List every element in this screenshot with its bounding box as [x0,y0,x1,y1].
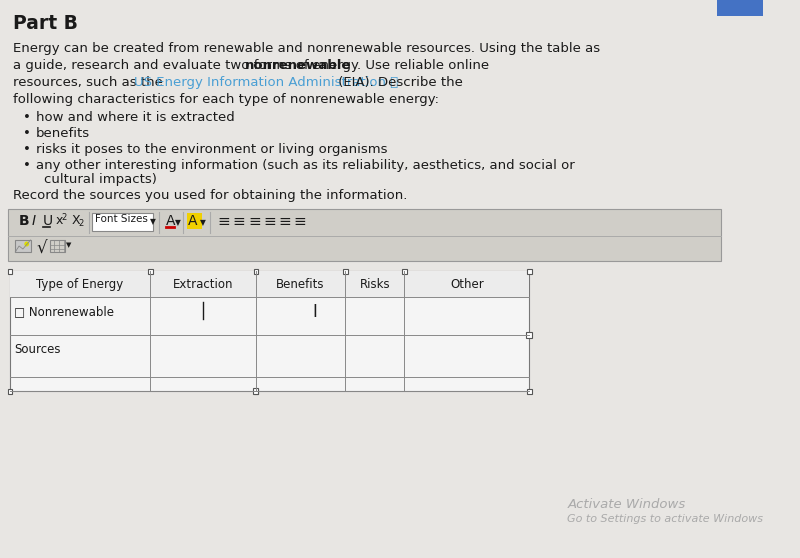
Bar [717,0,763,16]
Text: risks it poses to the environment or living organisms: risks it poses to the environment or liv… [36,143,388,156]
Text: □ Nonrenewable: □ Nonrenewable [14,305,114,318]
Bar [15,240,30,252]
Text: Part B: Part B [14,14,78,33]
Text: •: • [23,143,30,156]
Text: following characteristics for each type of nonrenewable energy:: following characteristics for each type … [14,93,439,106]
Text: Font Sizes: Font Sizes [95,214,148,224]
Text: ≡: ≡ [278,214,291,229]
Bar [148,269,153,274]
Text: Go to Settings to activate Windows: Go to Settings to activate Windows [567,514,763,524]
Bar [93,213,153,231]
Circle shape [24,242,29,247]
Text: how and where it is extracted: how and where it is extracted [36,111,235,124]
Text: Record the sources you used for obtaining the information.: Record the sources you used for obtainin… [14,189,408,202]
Bar [343,269,348,274]
Text: •: • [23,111,30,124]
Text: ≡: ≡ [218,214,230,229]
Text: ≡: ≡ [263,214,276,229]
Text: ▼: ▼ [174,218,180,227]
Bar [527,269,532,274]
Bar [253,388,258,394]
Text: (EIA). Describe the: (EIA). Describe the [334,76,463,89]
Text: Type of Energy: Type of Energy [36,278,123,291]
Bar [50,240,65,252]
Text: U: U [43,214,53,228]
Text: ▼: ▼ [150,217,155,226]
Text: Energy can be created from renewable and nonrenewable resources. Using the table: Energy can be created from renewable and… [14,42,601,55]
Text: benefits: benefits [36,127,90,140]
Bar [8,209,721,261]
Text: US Energy Information Administration ⧉: US Energy Information Administration ⧉ [134,76,398,89]
Bar [254,269,258,274]
Text: 2: 2 [61,213,66,222]
Text: energy. Use reliable online: energy. Use reliable online [308,59,490,72]
Text: X: X [71,214,80,227]
Text: Other: Other [450,278,484,291]
Text: Sources: Sources [14,343,61,356]
Bar [187,213,202,229]
Bar [527,389,532,394]
Text: Benefits: Benefits [276,278,325,291]
Bar [526,332,532,338]
Text: A: A [166,214,175,228]
Text: √: √ [36,240,47,258]
Text: nonrenewable: nonrenewable [245,59,351,72]
Bar [8,269,12,274]
Text: x: x [55,214,62,227]
Text: ≡: ≡ [233,214,246,229]
Text: •: • [23,159,30,172]
Bar [402,269,407,274]
Text: B: B [19,214,30,228]
Text: I: I [31,214,35,228]
Text: cultural impacts): cultural impacts) [44,173,157,186]
Text: any other interesting information (such as its reliability, aesthetics, and soci: any other interesting information (such … [36,159,575,172]
Text: 2: 2 [78,219,83,228]
Text: Extraction: Extraction [172,278,233,291]
Bar [10,271,530,391]
Text: resources, such as the: resources, such as the [14,76,167,89]
Text: Activate Windows: Activate Windows [567,498,686,511]
Text: ▼: ▼ [66,242,71,248]
Bar [10,271,530,297]
Text: ≡: ≡ [248,214,261,229]
Bar [254,389,258,394]
Bar [8,389,12,394]
Text: Risks: Risks [359,278,390,291]
Text: •: • [23,127,30,140]
Text: I: I [312,303,317,321]
Text: ≡: ≡ [294,214,306,229]
Text: A: A [188,214,198,228]
Text: a guide, research and evaluate two forms of: a guide, research and evaluate two forms… [14,59,314,72]
Text: ▼: ▼ [200,218,206,227]
